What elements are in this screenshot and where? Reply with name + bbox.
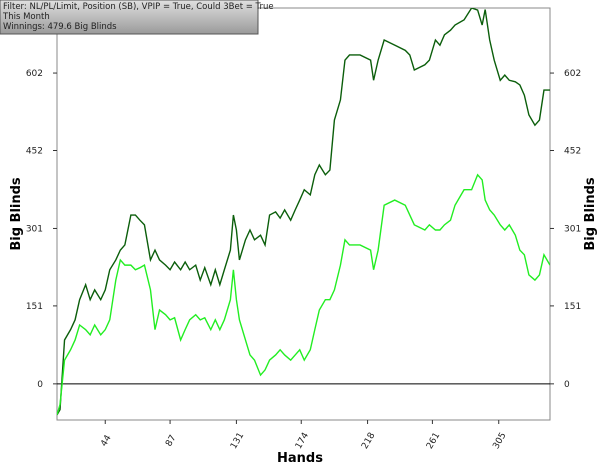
series-line <box>57 173 550 416</box>
x-tick-label: 87 <box>164 434 178 449</box>
y-axis-title: Big Blinds <box>9 177 24 251</box>
filter-text: Filter: NL/PL/Limit, Position (SB), VPIP… <box>3 2 274 12</box>
y2-tick-label: 0 <box>564 380 570 390</box>
y2-tick-label: 452 <box>564 146 581 156</box>
x-tick-label: 305 <box>491 431 508 451</box>
y-tick-label: 151 <box>26 302 43 312</box>
y2-tick-label: 301 <box>564 224 581 234</box>
x-tick-label: 131 <box>229 431 246 451</box>
series-line <box>57 8 550 416</box>
y2-tick-label: 602 <box>564 69 581 79</box>
x-axis-title: Hands <box>277 451 323 466</box>
y2-axis-title: Big Blinds <box>583 177 598 251</box>
x-tick-label: 174 <box>294 431 311 451</box>
x-tick-label: 44 <box>99 433 114 448</box>
y-tick-label: 452 <box>26 146 43 156</box>
plot-frame <box>56 7 551 421</box>
y-tick-label: 301 <box>26 224 43 234</box>
y2-tick-label: 151 <box>564 302 581 312</box>
x-tick-label: 261 <box>425 431 442 451</box>
filter-text: Winnings: 479.6 Big Blinds <box>3 22 117 32</box>
filter-text: This Month <box>2 12 50 22</box>
y-tick-label: 0 <box>37 380 43 390</box>
y-tick-label: 602 <box>26 69 43 79</box>
x-tick-label: 218 <box>360 431 377 451</box>
filter-box <box>0 0 259 35</box>
